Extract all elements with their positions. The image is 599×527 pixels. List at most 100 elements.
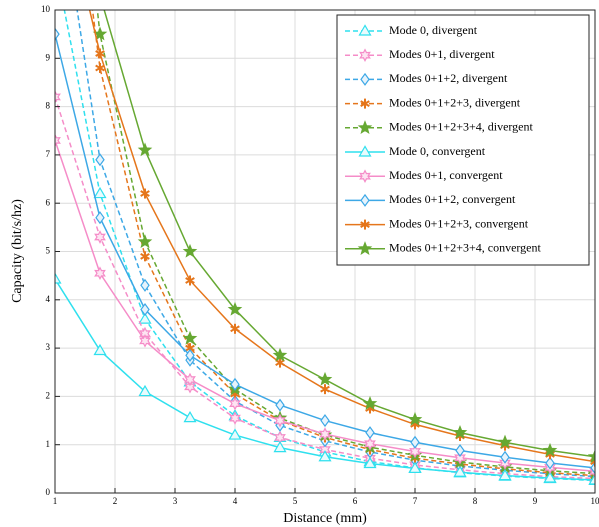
- x-tick-label: 6: [353, 496, 358, 506]
- marker: [229, 411, 241, 425]
- marker: [588, 473, 595, 485]
- marker: [140, 302, 150, 316]
- marker: [360, 193, 370, 207]
- x-tick-label: 7: [413, 496, 418, 506]
- marker: [408, 461, 422, 473]
- marker: [363, 456, 377, 469]
- marker: [230, 323, 240, 334]
- marker: [138, 312, 152, 324]
- marker: [358, 145, 372, 157]
- marker: [360, 72, 370, 86]
- marker: [95, 211, 105, 225]
- legend-label: Modes 0+1+2+3+4, convergent: [389, 241, 541, 255]
- marker: [360, 219, 370, 230]
- marker: [364, 436, 376, 451]
- marker: [55, 27, 60, 41]
- marker: [410, 435, 420, 449]
- marker: [359, 169, 371, 184]
- y-tick-label: 5: [46, 246, 51, 256]
- legend-label: Mode 0, convergent: [389, 144, 486, 158]
- marker: [95, 48, 105, 59]
- marker: [497, 434, 513, 449]
- marker: [317, 371, 333, 386]
- legend-label: Modes 0+1, convergent: [389, 168, 503, 182]
- marker: [94, 266, 106, 281]
- y-tick-label: 10: [41, 4, 51, 14]
- marker: [95, 62, 105, 73]
- marker: [182, 243, 198, 258]
- marker: [140, 251, 150, 262]
- x-tick-label: 2: [113, 496, 118, 506]
- legend-label: Modes 0+1+2+3+4, divergent: [389, 120, 534, 134]
- legend-label: Modes 0+1+2, convergent: [389, 192, 516, 206]
- x-tick-label: 3: [173, 496, 178, 506]
- y-tick-label: 3: [46, 342, 51, 352]
- y-tick-label: 9: [46, 52, 51, 62]
- y-tick-label: 7: [46, 149, 51, 159]
- y-tick-label: 6: [46, 197, 51, 207]
- marker: [454, 450, 466, 465]
- marker: [275, 398, 285, 412]
- marker: [365, 426, 375, 440]
- marker: [184, 372, 196, 387]
- marker: [185, 348, 195, 362]
- marker: [229, 396, 241, 411]
- marker: [137, 234, 153, 249]
- marker: [453, 465, 467, 477]
- marker: [95, 153, 105, 167]
- x-tick-label: 5: [293, 496, 298, 506]
- x-tick-label: 9: [533, 496, 538, 506]
- marker: [140, 188, 150, 199]
- x-tick-label: 10: [591, 496, 599, 506]
- marker: [228, 428, 242, 440]
- marker: [455, 443, 465, 458]
- marker: [362, 395, 378, 410]
- marker: [230, 377, 240, 391]
- marker: [55, 133, 61, 148]
- y-tick-label: 1: [46, 439, 51, 449]
- marker: [357, 120, 373, 134]
- legend-label: Mode 0, divergent: [389, 23, 478, 37]
- marker: [227, 301, 243, 316]
- marker: [543, 471, 557, 483]
- x-tick-label: 8: [473, 496, 478, 506]
- marker: [139, 334, 151, 348]
- marker: [542, 442, 558, 457]
- marker: [500, 450, 510, 464]
- x-tick-label: 4: [233, 496, 238, 506]
- lines: [55, 10, 595, 486]
- legend-box: [336, 14, 590, 266]
- marker: [360, 98, 370, 109]
- y-tick-label: 4: [46, 294, 51, 304]
- marker: [273, 440, 287, 453]
- marker: [357, 241, 373, 255]
- x-tick-label: 1: [53, 496, 58, 506]
- marker: [407, 411, 423, 426]
- marker: [409, 444, 421, 459]
- marker: [320, 384, 330, 395]
- legend-label: Modes 0+1, divergent: [389, 47, 495, 61]
- y-axis-label: Capacity (bit/s/hz): [10, 199, 25, 303]
- marker: [358, 24, 372, 36]
- marker: [140, 278, 150, 292]
- marker: [498, 468, 512, 481]
- marker: [183, 410, 197, 423]
- marker: [137, 142, 153, 157]
- marker: [319, 427, 331, 441]
- marker: [93, 186, 107, 199]
- y-tick-label: 0: [46, 487, 51, 497]
- y-tick-label: 8: [46, 101, 51, 111]
- marker: [275, 357, 285, 368]
- marker: [545, 456, 555, 470]
- marker: [184, 379, 196, 394]
- marker: [138, 384, 152, 397]
- marker: [272, 347, 288, 362]
- marker: [94, 230, 106, 244]
- y-tick-label: 2: [46, 390, 51, 400]
- marker: [587, 449, 595, 463]
- marker: [55, 272, 62, 284]
- legend-label: Modes 0+1+2, divergent: [389, 71, 508, 85]
- marker: [93, 343, 107, 356]
